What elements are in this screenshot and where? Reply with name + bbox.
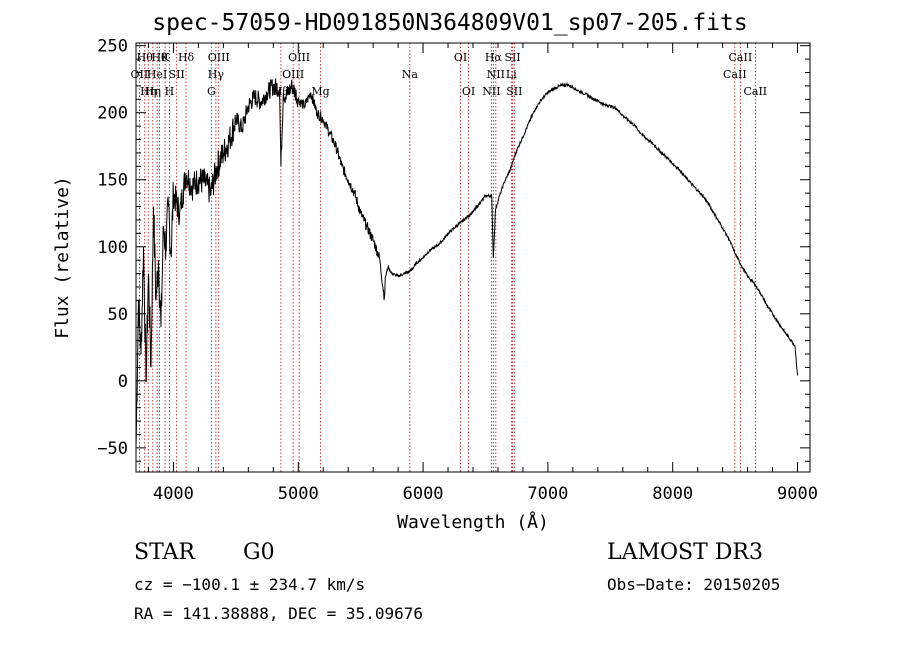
y-tick-label: 100 bbox=[97, 238, 128, 258]
x-tick-label: 4000 bbox=[153, 484, 194, 504]
spectral-line-label: CaII bbox=[743, 85, 767, 98]
spectral-line-label: Hα bbox=[485, 51, 503, 64]
spectral-line-label: OI bbox=[462, 85, 475, 98]
spectral-line-markers bbox=[138, 43, 756, 472]
spectral-line-label: OI bbox=[454, 51, 467, 64]
spectral-line-label: K bbox=[161, 51, 170, 64]
spectral-line-label: H bbox=[165, 85, 175, 98]
spectral-line-label: NII bbox=[487, 68, 505, 81]
spectral-line-label: Hγ bbox=[208, 68, 225, 81]
spectral-line-label: OIII bbox=[288, 51, 310, 64]
spectral-line-label: SII bbox=[506, 85, 522, 98]
y-axis-label: Flux (relative) bbox=[52, 176, 73, 339]
object-class: STAR bbox=[134, 540, 195, 565]
axis-ticks: 4000 5000 6000 7000 8000 9000 −50 0 50 100 150 200 2… bbox=[97, 37, 818, 504]
observation-date: Obs−Date: 20150205 bbox=[607, 575, 781, 594]
y-tick-label: 250 bbox=[97, 37, 128, 57]
x-tick-label: 5000 bbox=[278, 484, 319, 504]
object-subclass: G0 bbox=[243, 540, 275, 565]
spectral-line-label: SII bbox=[504, 51, 520, 64]
spectral-line-label: OIII bbox=[208, 51, 230, 64]
y-tick-label: 200 bbox=[97, 104, 128, 124]
spectral-line-label: Hη bbox=[140, 85, 156, 98]
spectral-line-label: SII bbox=[169, 68, 185, 81]
spectral-line-label: Hθ bbox=[137, 51, 154, 64]
spectral-line-label: OIII bbox=[282, 68, 304, 81]
spectral-line-label: OII bbox=[131, 68, 149, 81]
y-tick-label: −50 bbox=[97, 439, 128, 459]
x-tick-label: 7000 bbox=[527, 484, 568, 504]
survey-name: LAMOST DR3 bbox=[607, 540, 763, 565]
x-tick-label: 8000 bbox=[652, 484, 693, 504]
spectral-line-label: Hθ bbox=[151, 51, 168, 64]
spectral-line-label: NII bbox=[482, 85, 500, 98]
spectral-line-label: CaII bbox=[723, 68, 747, 81]
chart-title: spec-57059-HD091850N364809V01_sp07-205.f… bbox=[152, 10, 748, 36]
x-tick-label: 6000 bbox=[403, 484, 444, 504]
spectral-line-label: Na bbox=[402, 68, 419, 81]
spectral-line-label: HeI bbox=[147, 68, 167, 81]
coordinates-readout: RA = 141.38888, DEC = 35.09676 bbox=[134, 604, 423, 623]
spectral-line-label: G bbox=[207, 85, 216, 98]
x-tick-label: 9000 bbox=[777, 484, 818, 504]
spectral-line-label: Li bbox=[506, 68, 517, 81]
x-axis-label: Wavelength (Å) bbox=[397, 511, 549, 533]
spectral-line-labels: OIIHθHηHηHeIHθKHSIIHδGHγOIIIHβOIIIOIIIMg… bbox=[131, 51, 768, 98]
y-tick-label: 0 bbox=[118, 372, 128, 392]
y-tick-label: 50 bbox=[108, 305, 128, 325]
spectral-line-label: Mg bbox=[311, 85, 329, 98]
spectral-line-label: Hδ bbox=[178, 51, 195, 64]
redshift-readout: cz = −100.1 ± 234.7 km/s bbox=[134, 575, 366, 594]
spectral-line-label: Hη bbox=[145, 85, 161, 98]
spectral-line-label: CaII bbox=[729, 51, 753, 64]
spectrum-series-line bbox=[135, 78, 798, 448]
plot-frame bbox=[135, 42, 811, 473]
y-tick-label: 150 bbox=[97, 171, 128, 191]
